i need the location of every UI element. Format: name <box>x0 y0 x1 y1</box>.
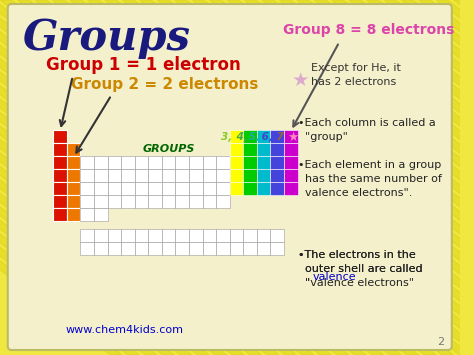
Polygon shape <box>454 0 474 355</box>
Polygon shape <box>0 0 401 355</box>
Bar <box>162 182 175 195</box>
Bar <box>108 156 121 169</box>
Bar <box>175 242 189 255</box>
Polygon shape <box>0 0 192 355</box>
Bar <box>243 229 257 242</box>
Bar <box>243 143 257 156</box>
Bar <box>162 156 175 169</box>
Polygon shape <box>0 0 366 355</box>
Bar <box>189 156 202 169</box>
Bar <box>202 229 216 242</box>
Bar <box>81 182 94 195</box>
Bar <box>81 156 94 169</box>
Bar <box>53 195 67 208</box>
Polygon shape <box>0 0 157 355</box>
Bar <box>230 242 243 255</box>
Text: Group 8 = 8 electrons: Group 8 = 8 electrons <box>283 23 454 37</box>
Bar <box>175 169 189 182</box>
Text: Group 1 = 1 electron: Group 1 = 1 electron <box>46 56 241 74</box>
Bar <box>53 182 67 195</box>
Bar <box>135 229 148 242</box>
Polygon shape <box>419 0 474 355</box>
Bar <box>216 242 230 255</box>
Bar <box>257 130 271 143</box>
Bar <box>230 169 243 182</box>
Bar <box>189 169 202 182</box>
Bar <box>202 169 216 182</box>
Text: •Each column is called a
  "group": •Each column is called a "group" <box>298 118 436 142</box>
Bar <box>175 195 189 208</box>
Polygon shape <box>87 0 474 355</box>
Bar <box>148 169 162 182</box>
Bar <box>162 169 175 182</box>
Bar <box>135 156 148 169</box>
Bar <box>67 182 81 195</box>
Polygon shape <box>332 0 474 355</box>
Polygon shape <box>140 0 474 355</box>
Bar <box>121 169 135 182</box>
Bar <box>121 229 135 242</box>
Polygon shape <box>0 0 314 355</box>
Polygon shape <box>0 0 332 355</box>
Bar <box>230 143 243 156</box>
Bar <box>175 156 189 169</box>
Bar <box>81 195 94 208</box>
Text: ★: ★ <box>292 71 310 89</box>
Bar <box>230 130 243 143</box>
Polygon shape <box>157 0 474 355</box>
Polygon shape <box>349 0 474 355</box>
Bar <box>67 143 81 156</box>
Bar <box>271 229 284 242</box>
Text: 2: 2 <box>438 337 445 347</box>
Bar <box>148 242 162 255</box>
Polygon shape <box>52 0 474 355</box>
Polygon shape <box>0 0 210 355</box>
Bar <box>53 169 67 182</box>
Bar <box>53 143 67 156</box>
Bar <box>94 195 108 208</box>
Bar <box>202 156 216 169</box>
Bar <box>81 242 94 255</box>
Bar <box>284 130 298 143</box>
Bar <box>53 156 67 169</box>
Bar <box>189 229 202 242</box>
Text: 6,: 6, <box>258 132 273 142</box>
Bar <box>189 242 202 255</box>
Bar <box>257 143 271 156</box>
Text: valence: valence <box>312 272 356 282</box>
Polygon shape <box>0 0 244 355</box>
Bar <box>94 156 108 169</box>
Bar <box>284 143 298 156</box>
FancyBboxPatch shape <box>8 4 452 350</box>
Text: •Each element in a group
  has the same number of
  valence electrons".: •Each element in a group has the same nu… <box>298 160 441 198</box>
Bar <box>216 195 230 208</box>
Bar <box>202 242 216 255</box>
Bar <box>243 169 257 182</box>
Polygon shape <box>0 0 122 355</box>
Bar <box>257 182 271 195</box>
Bar <box>243 130 257 143</box>
Bar <box>94 229 108 242</box>
Polygon shape <box>297 0 474 355</box>
Bar <box>216 169 230 182</box>
Bar <box>67 208 81 221</box>
Polygon shape <box>0 0 349 355</box>
Bar <box>189 195 202 208</box>
Bar <box>94 169 108 182</box>
Bar <box>94 208 108 221</box>
Bar <box>271 156 284 169</box>
Bar <box>81 229 94 242</box>
Polygon shape <box>0 0 174 355</box>
Bar <box>216 182 230 195</box>
Text: www.chem4kids.com: www.chem4kids.com <box>66 325 184 335</box>
Polygon shape <box>384 0 474 355</box>
Bar <box>230 229 243 242</box>
Bar <box>216 156 230 169</box>
Polygon shape <box>366 0 474 355</box>
Polygon shape <box>174 0 474 355</box>
Text: •The electrons in the
  outer shell are called
  "valence electrons": •The electrons in the outer shell are ca… <box>298 250 422 288</box>
Bar <box>257 156 271 169</box>
Polygon shape <box>122 0 474 355</box>
Bar <box>216 229 230 242</box>
